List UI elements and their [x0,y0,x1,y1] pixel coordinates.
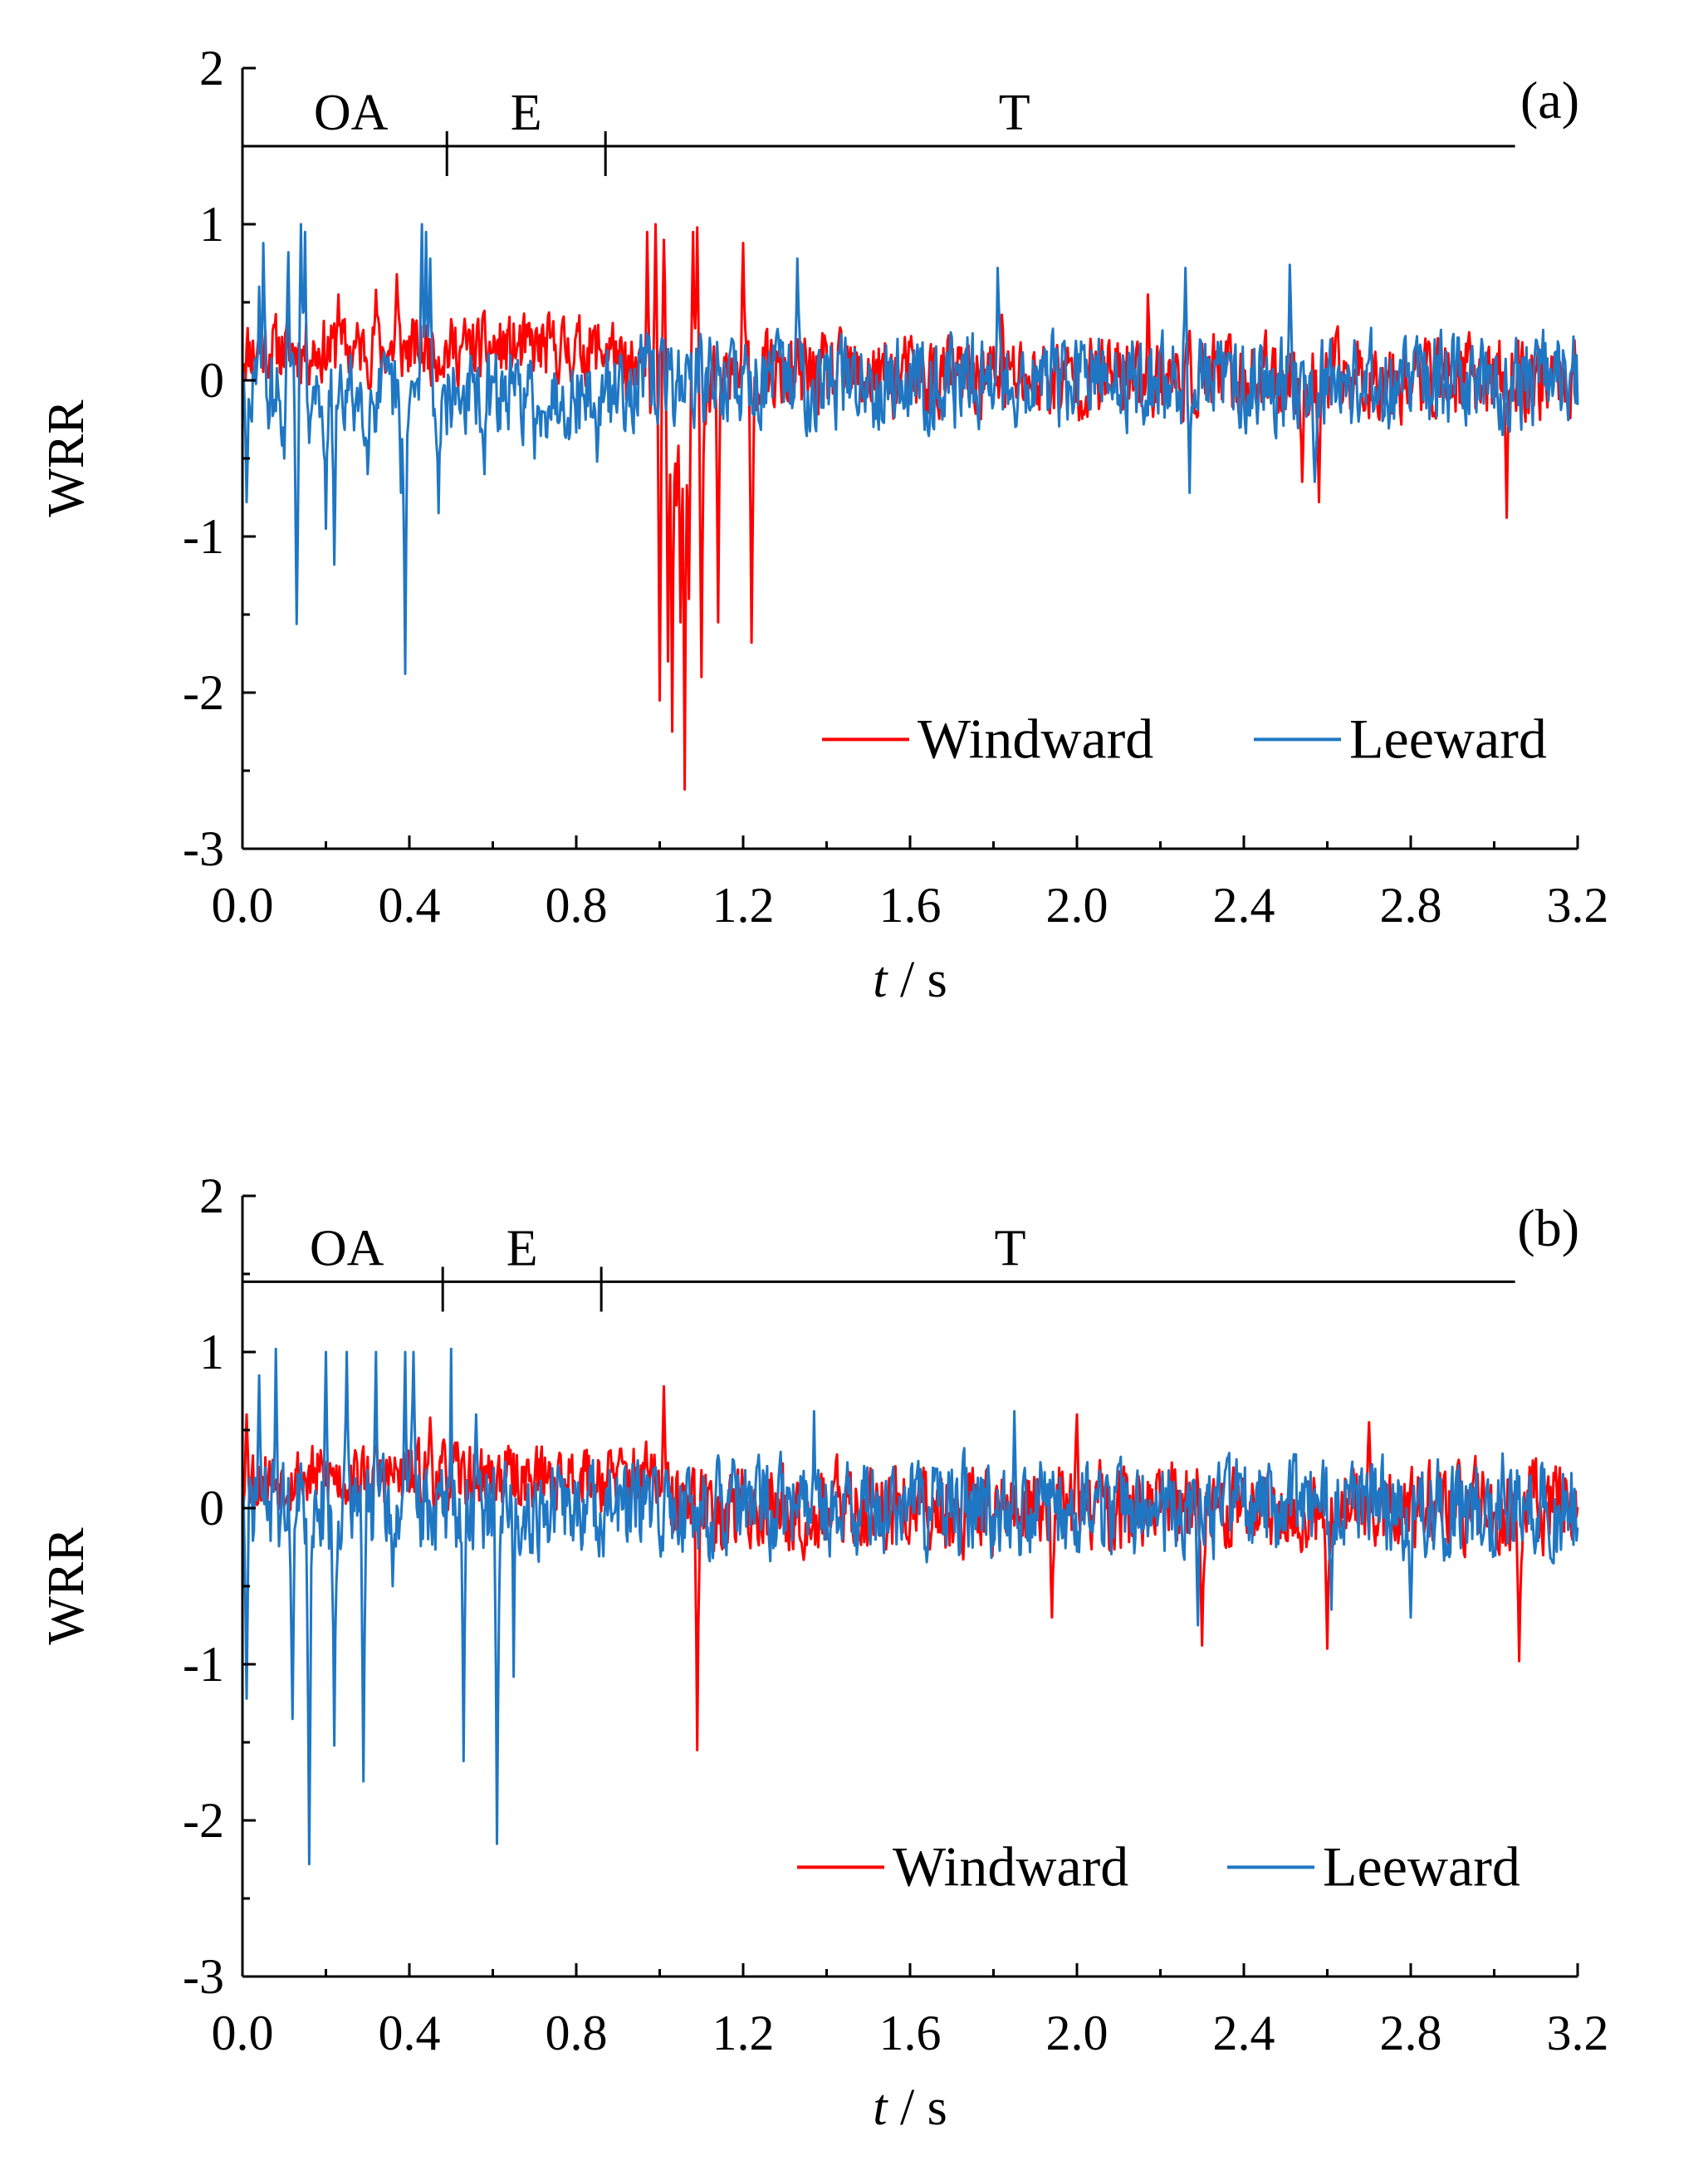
x-tick-label: 3.2 [1547,878,1609,933]
y-tick-label: -2 [183,665,224,720]
phase-label-t: T [995,1220,1026,1276]
x-axis-title: t / s [873,952,947,1008]
panel-label: (b) [1517,1198,1579,1257]
x-tick-label: 2.8 [1380,2006,1442,2060]
x-axis-title-variable: t [873,2079,888,2136]
series-line-windward [241,223,1579,791]
x-axis-title: t / s [873,2079,947,2136]
y-tick-label: 2 [199,41,224,96]
legend-label-windward: Windward [918,707,1153,770]
y-axis-title: WRR [38,399,95,517]
x-tick-label: 3.2 [1547,2006,1609,2060]
x-axis-title-unit: / s [887,2079,947,2136]
y-tick-label: 2 [199,1168,224,1223]
y-tick-label: 0 [199,1481,224,1536]
x-tick-label: 0.8 [546,878,608,933]
x-tick-label: 1.6 [879,2006,942,2060]
x-tick-label: 2.0 [1046,878,1108,933]
y-tick-label: 1 [199,1325,224,1379]
y-tick-label: 1 [199,197,224,252]
legend-label-leeward: Leeward [1323,1835,1520,1898]
phase-label-oa: OA [310,1220,384,1276]
x-axis-title-variable: t [873,952,888,1008]
y-tick-label: 0 [199,353,224,408]
phase-label-e: E [507,1220,538,1276]
x-tick-label: 0.0 [212,2006,274,2060]
y-tick-label: -2 [183,1793,224,1848]
x-tick-label: 0.8 [546,2006,608,2060]
x-tick-label: 2.4 [1213,2006,1275,2060]
x-tick-label: 0.4 [379,878,441,933]
series-line-windward [241,1384,1579,1751]
x-tick-label: 0.4 [379,2006,441,2060]
phase-label-oa: OA [314,85,389,141]
x-tick-label: 1.2 [712,2006,775,2060]
x-tick-label: 1.2 [712,878,775,933]
y-tick-label: -1 [183,509,224,564]
legend-label-windward: Windward [893,1835,1128,1898]
x-tick-label: 2.4 [1213,878,1275,933]
chart-panel-b: 2 1 0 -1 -2 -30.0 0.4 0.8 1.2 1.6 2.0 2.4 2.8 3.2 t / … [38,1168,1609,2136]
y-tick-label: -3 [183,821,224,876]
legend-label-leeward: Leeward [1349,707,1547,770]
x-tick-label: 0.0 [212,878,274,933]
y-axis-title: WRR [38,1527,95,1645]
panel-label: (a) [1520,71,1579,130]
chart-panel-a: 2 1 0 -1 -2 -30.0 0.4 0.8 1.2 1.6 2.0 2.4 2.8 3.2 t / … [38,41,1609,1008]
series-line-leeward [241,223,1579,675]
y-tick-label: -1 [183,1637,224,1692]
phase-label-t: T [999,85,1030,141]
x-tick-label: 2.8 [1380,878,1442,933]
phase-label-e: E [511,85,542,141]
x-axis-title-unit: / s [887,952,947,1008]
y-tick-label: -3 [183,1949,224,2004]
x-tick-label: 2.0 [1046,2006,1108,2060]
series-line-leeward [241,1347,1579,1866]
x-tick-label: 1.6 [879,878,942,933]
